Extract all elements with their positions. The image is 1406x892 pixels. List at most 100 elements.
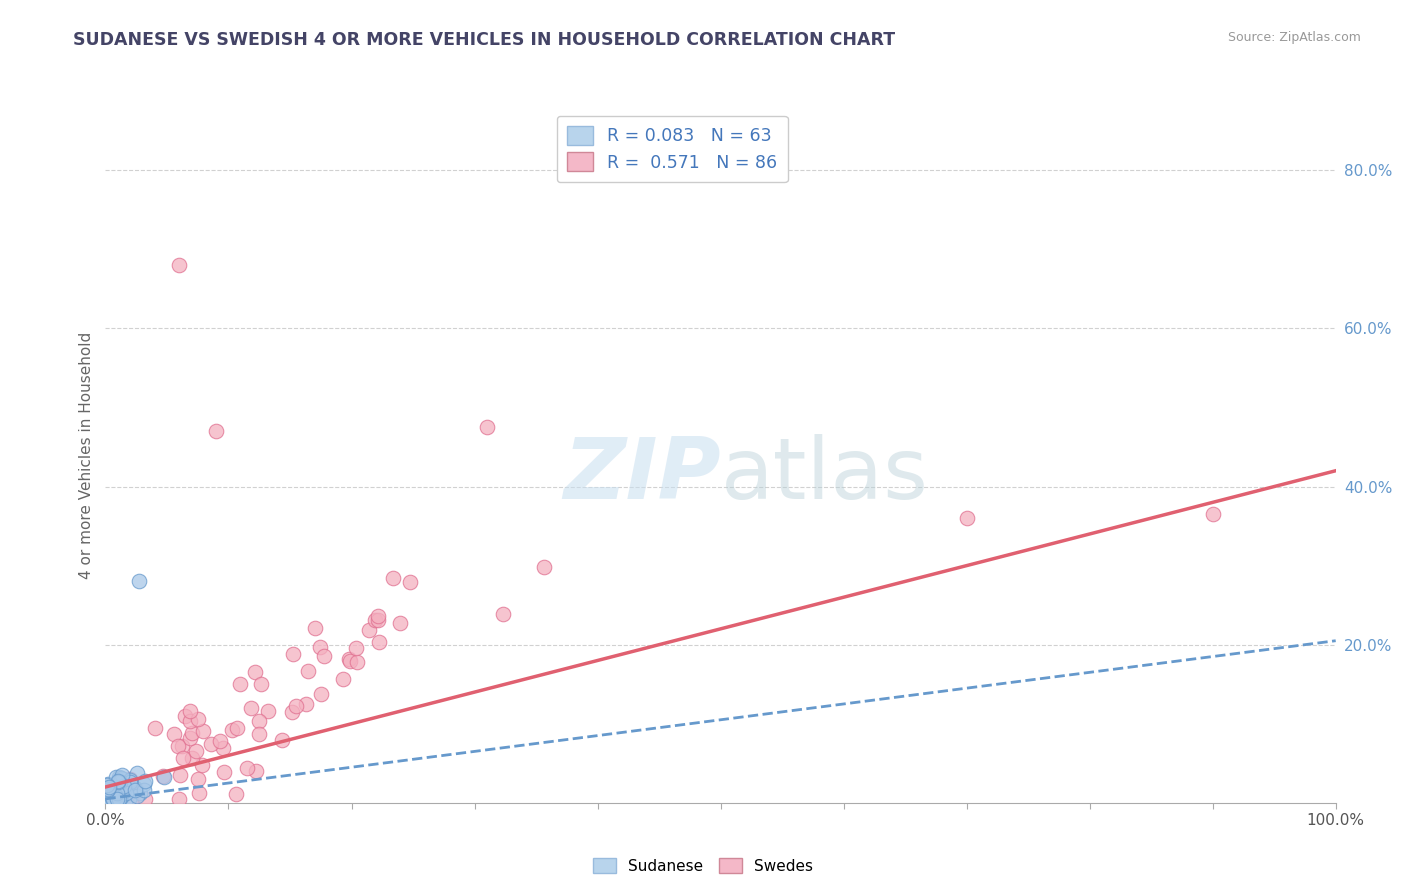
Point [107,795,129,809]
Point [97,790,120,805]
Point [104,790,127,805]
Point [346,655,368,669]
Point [398,574,420,589]
Point [208,734,231,748]
Point [249,677,271,691]
Point [98,787,121,801]
Point [101,792,124,806]
Point [100,791,122,805]
Point [122,785,145,799]
Point [257,705,280,719]
Point [128,786,150,800]
Point [100,794,122,808]
Point [100,795,122,809]
Point [304,621,326,635]
Text: SUDANESE VS SWEDISH 4 OR MORE VEHICLES IN HOUSEHOLD CORRELATION CHART: SUDANESE VS SWEDISH 4 OR MORE VEHICLES I… [73,31,896,49]
Point [112,779,135,793]
Point [96,784,118,798]
Point [97,795,120,809]
Point [1202,507,1225,521]
Point [134,774,156,789]
Point [169,258,191,272]
Point [105,786,128,800]
Point [163,726,186,740]
Point [169,768,191,782]
Point [96,778,118,792]
Point [97,793,120,807]
Text: atlas: atlas [721,434,928,517]
Point [172,750,194,764]
Point [101,792,124,806]
Point [132,783,155,797]
Point [118,792,141,806]
Point [101,791,124,805]
Point [297,665,319,679]
Point [179,714,201,729]
Point [284,698,307,713]
Point [247,714,270,728]
Point [127,789,149,804]
Point [132,777,155,791]
Point [115,792,138,806]
Point [118,791,141,805]
Point [110,768,132,782]
Point [153,770,176,784]
Point [212,740,235,755]
Point [94,794,117,808]
Point [105,792,128,806]
Point [184,744,207,758]
Point [112,784,135,798]
Point [124,783,146,797]
Point [205,424,228,438]
Point [311,686,333,700]
Point [107,774,129,789]
Point [225,787,247,801]
Point [134,792,156,806]
Point [120,775,142,789]
Point [110,775,132,789]
Point [107,795,129,809]
Point [121,792,143,806]
Point [187,772,209,786]
Point [174,708,197,723]
Point [107,795,129,809]
Point [96,795,118,809]
Point [200,738,222,752]
Point [367,613,389,627]
Point [97,777,120,791]
Point [107,775,129,789]
Point [100,795,122,809]
Point [98,780,121,794]
Point [121,792,143,806]
Point [367,609,389,624]
Point [114,795,136,809]
Point [245,665,267,679]
Point [108,787,131,801]
Point [110,771,132,785]
Point [167,792,190,806]
Point [245,764,267,778]
Point [191,758,214,772]
Point [152,769,174,783]
Point [339,654,361,668]
Text: Source: ZipAtlas.com: Source: ZipAtlas.com [1227,31,1361,45]
Point [281,705,304,719]
Point [97,781,120,796]
Point [283,647,305,661]
Point [389,616,412,631]
Point [367,635,389,649]
Point [107,792,129,806]
Point [247,727,270,741]
Point [118,772,141,787]
Point [309,640,332,654]
Point [226,722,249,736]
Point [332,673,354,687]
Point [166,739,188,753]
Point [533,560,555,574]
Point [100,790,122,805]
Point [236,761,259,775]
Y-axis label: 4 or more Vehicles in Household: 4 or more Vehicles in Household [79,331,94,579]
Point [187,713,209,727]
Point [172,739,194,754]
Point [107,795,129,809]
